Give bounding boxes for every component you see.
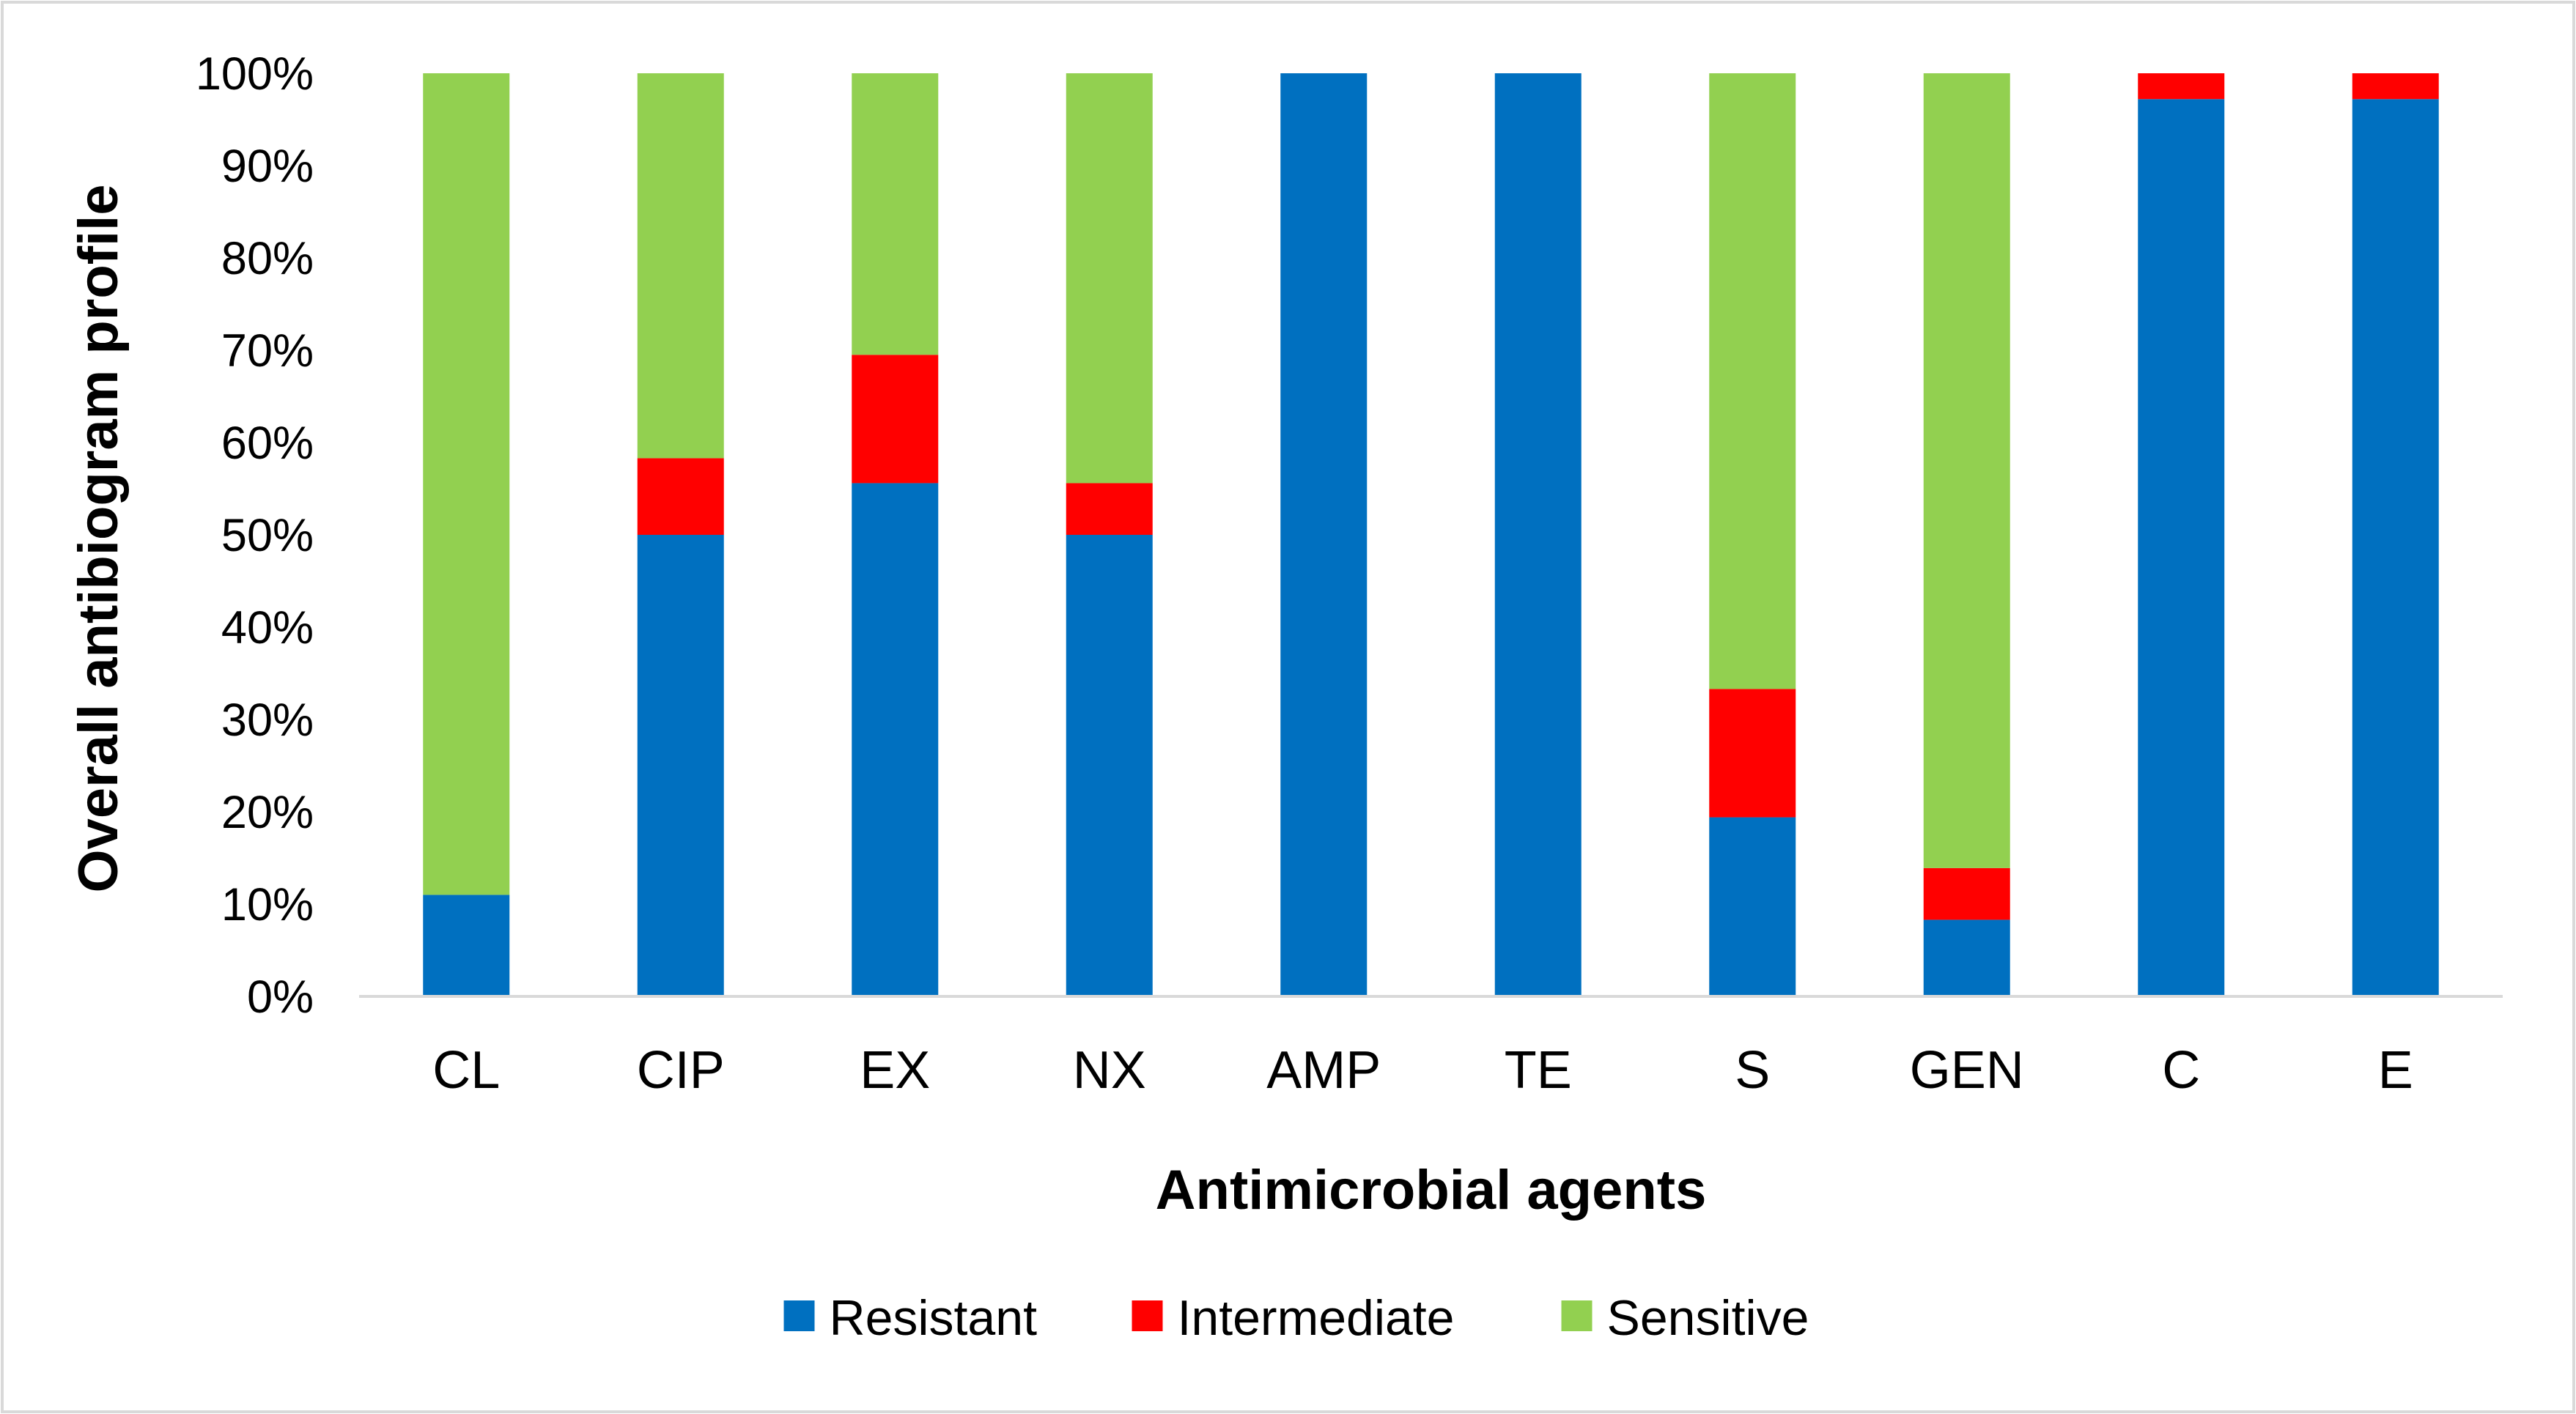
bar-s-intermediate	[1709, 689, 1796, 818]
bar-gen-intermediate	[1923, 867, 2010, 920]
y-tick-label: 20%	[221, 787, 314, 838]
bar-e-resistant	[2352, 99, 2439, 996]
bar-s-sensitive	[1709, 73, 1796, 689]
x-tick-label: CIP	[637, 1041, 725, 1100]
x-tick-label: E	[2378, 1041, 2413, 1100]
bar-ex-sensitive	[852, 73, 939, 355]
legend-label-intermediate: Intermediate	[1178, 1290, 1455, 1346]
x-tick-labels: CL CIP EX NX AMP TE S GEN C E	[432, 1041, 2413, 1100]
y-tick-label: 90%	[221, 141, 314, 192]
y-tick-label: 70%	[221, 325, 314, 377]
y-tick-label: 30%	[221, 695, 314, 746]
bars-layer	[423, 73, 2439, 996]
y-tick-label: 80%	[221, 233, 314, 284]
x-axis-title: Antimicrobial agents	[1156, 1159, 1707, 1221]
y-tick-label: 50%	[221, 510, 314, 561]
bar-cl-sensitive	[423, 73, 510, 895]
x-tick-label: S	[1735, 1041, 1770, 1100]
y-tick-label: 0%	[247, 971, 314, 1023]
x-tick-label: AMP	[1266, 1041, 1381, 1100]
legend-label-sensitive: Sensitive	[1607, 1290, 1809, 1346]
legend-swatch-intermediate	[1132, 1300, 1163, 1331]
y-tick-labels: 0% 10% 20% 30% 40% 50% 60% 70% 80% 90% 100%	[196, 48, 314, 1023]
legend-label-resistant: Resistant	[830, 1290, 1038, 1346]
y-tick-label: 60%	[221, 418, 314, 469]
x-tick-label: TE	[1505, 1041, 1572, 1100]
x-tick-label: C	[2162, 1041, 2200, 1100]
legend: Resistant Intermediate Sensitive	[783, 1290, 1809, 1346]
y-tick-label: 100%	[196, 48, 314, 100]
legend-swatch-sensitive	[1561, 1300, 1593, 1331]
y-tick-label: 10%	[221, 879, 314, 930]
y-tick-label: 40%	[221, 602, 314, 654]
bar-cip-intermediate	[637, 458, 724, 535]
bar-nx-sensitive	[1066, 73, 1153, 484]
bar-cip-sensitive	[637, 73, 724, 459]
x-tick-label: EX	[860, 1041, 930, 1100]
bar-gen-resistant	[1923, 919, 2010, 996]
bar-amp-resistant	[1280, 73, 1368, 996]
bar-cl-resistant	[423, 895, 510, 996]
bar-ex-intermediate	[852, 355, 939, 484]
bar-cip-resistant	[637, 535, 724, 996]
bar-ex-resistant	[852, 483, 939, 996]
bar-nx-resistant	[1066, 535, 1153, 996]
legend-swatch-resistant	[783, 1300, 815, 1331]
bar-te-resistant	[1494, 73, 1582, 996]
bar-gen-sensitive	[1923, 73, 2010, 868]
x-tick-label: GEN	[1910, 1041, 2024, 1100]
bar-e-intermediate	[2352, 73, 2439, 100]
bar-nx-intermediate	[1066, 483, 1153, 535]
bar-s-resistant	[1709, 817, 1796, 996]
x-tick-label: NX	[1073, 1041, 1146, 1100]
y-axis-title: Overall antibiogram profile	[67, 184, 130, 892]
bar-c-resistant	[2138, 99, 2225, 996]
bar-c-intermediate	[2138, 73, 2225, 100]
x-tick-label: CL	[432, 1041, 500, 1100]
